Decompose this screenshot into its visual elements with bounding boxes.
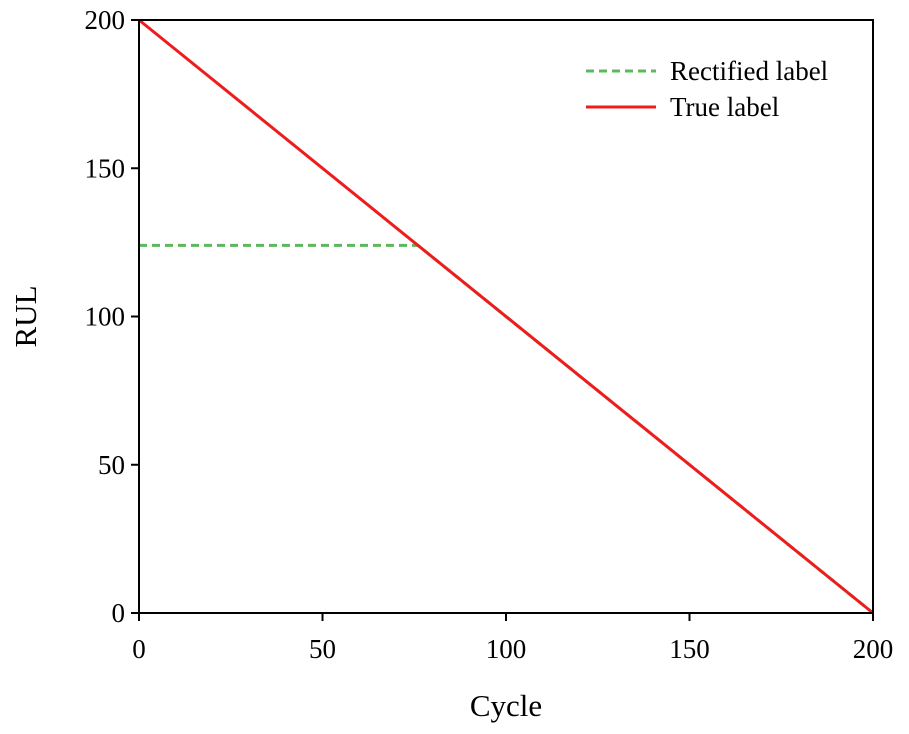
y-tick-label: 100 (85, 302, 126, 332)
x-tick-label: 150 (669, 634, 710, 664)
y-tick-label: 200 (85, 5, 126, 35)
x-axis-ticks: 0 50 100 150 200 (132, 613, 893, 664)
x-axis-title: Cycle (470, 688, 542, 723)
y-tick-label: 150 (85, 153, 126, 183)
y-axis-title: RUL (8, 286, 43, 348)
y-tick-label: 0 (112, 598, 126, 628)
x-tick-label: 100 (486, 634, 527, 664)
legend: Rectified label True label (586, 56, 828, 122)
y-axis-ticks: 0 50 100 150 200 (85, 5, 139, 628)
series-line-1 (138, 18, 874, 615)
x-tick-label: 50 (309, 634, 336, 664)
legend-label-0: Rectified label (670, 56, 828, 86)
series-layer (138, 18, 874, 615)
legend-label-1: True label (670, 92, 779, 122)
series-line-0 (139, 243, 874, 615)
x-tick-label: 200 (853, 634, 894, 664)
x-tick-label: 0 (132, 634, 146, 664)
y-tick-label: 50 (98, 450, 125, 480)
